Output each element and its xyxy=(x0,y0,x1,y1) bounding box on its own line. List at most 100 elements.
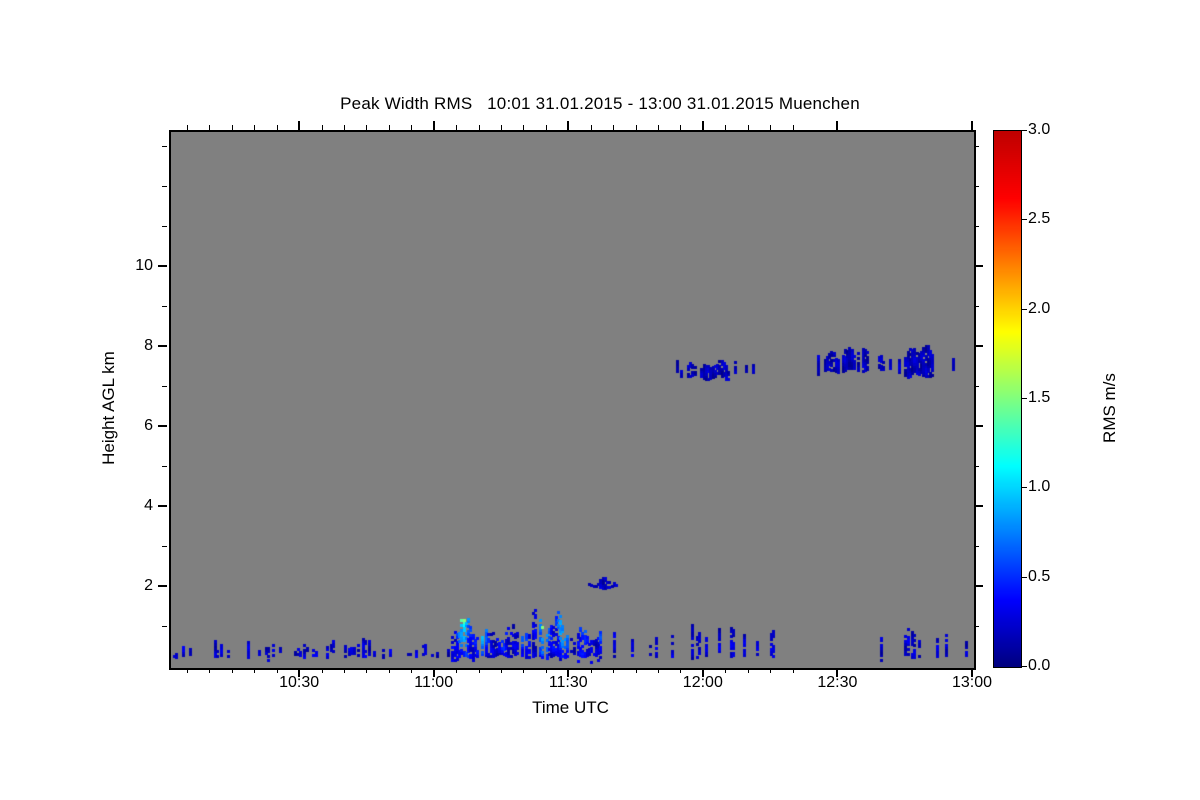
y-tick-major-right xyxy=(974,585,983,587)
x-tick-minor xyxy=(635,668,637,673)
x-tick-minor-top xyxy=(321,125,323,130)
x-tick-minor xyxy=(590,668,592,673)
x-tick-minor xyxy=(366,668,368,673)
y-tick-minor xyxy=(162,386,167,387)
x-tick-minor-top xyxy=(635,125,637,130)
x-tick-minor xyxy=(186,668,188,673)
colorbar-tick xyxy=(1022,487,1027,489)
x-tick-minor xyxy=(770,668,772,673)
x-tick-minor xyxy=(388,668,390,673)
x-tick-label: 13:00 xyxy=(951,674,993,691)
x-tick-major xyxy=(432,668,435,677)
colorbar-label: RMS m/s xyxy=(1100,373,1119,443)
x-tick-minor xyxy=(411,668,413,673)
x-tick-minor-top xyxy=(545,125,547,130)
x-tick-label: 11:00 xyxy=(414,674,454,691)
x-tick-major-top xyxy=(971,121,973,130)
y-tick-minor xyxy=(162,546,167,547)
y-tick-minor-right xyxy=(974,466,979,467)
colorbar-tick-label: 0.0 xyxy=(1028,657,1051,674)
y-tick-minor-right xyxy=(974,626,979,627)
y-tick-minor-right xyxy=(974,386,979,387)
x-tick-minor xyxy=(478,668,480,673)
y-tick-minor xyxy=(162,146,167,147)
x-tick-label: 12:00 xyxy=(682,674,723,691)
plot-axes xyxy=(169,130,976,670)
x-tick-major xyxy=(701,668,704,677)
x-tick-minor-top xyxy=(613,125,615,130)
x-axis-label: Time UTC xyxy=(532,698,609,717)
x-tick-major-top xyxy=(432,121,435,130)
y-tick-major-right xyxy=(974,505,983,507)
x-tick-label: 10:30 xyxy=(279,674,320,691)
y-tick-minor xyxy=(162,626,167,627)
x-tick-minor-top xyxy=(209,125,211,130)
y-tick-minor xyxy=(162,306,167,307)
y-tick-major xyxy=(158,265,167,267)
colorbar-tick-label: 1.5 xyxy=(1028,389,1051,406)
x-tick-minor xyxy=(792,668,794,673)
x-tick-minor-top xyxy=(590,125,592,130)
y-tick-label: 4 xyxy=(144,497,153,514)
heatmap-data-layer xyxy=(171,132,974,668)
x-tick-minor-top xyxy=(770,125,772,130)
x-tick-major-top xyxy=(836,121,839,130)
x-tick-minor-top xyxy=(500,125,502,130)
x-tick-minor-top xyxy=(478,125,480,130)
x-tick-minor xyxy=(725,668,727,673)
x-tick-minor xyxy=(343,668,345,673)
y-tick-label: 2 xyxy=(144,577,153,594)
x-tick-minor-top xyxy=(254,125,256,130)
x-tick-label: 12:30 xyxy=(817,674,858,691)
y-tick-label: 10 xyxy=(135,257,153,274)
x-tick-minor-top xyxy=(276,125,278,130)
x-tick-minor xyxy=(254,668,256,673)
colorbar-tick xyxy=(1022,130,1027,131)
x-tick-minor-top xyxy=(186,125,188,130)
x-tick-minor xyxy=(680,668,682,673)
colorbar-tick-label: 2.5 xyxy=(1028,210,1051,228)
x-tick-minor-top xyxy=(343,125,345,130)
x-tick-minor xyxy=(209,668,211,673)
x-tick-minor xyxy=(276,668,278,673)
x-tick-minor xyxy=(500,668,502,673)
colorbar-tick-label: 3.0 xyxy=(1028,121,1051,138)
y-tick-minor xyxy=(162,466,167,467)
x-tick-minor-top xyxy=(792,125,794,130)
x-tick-minor-top xyxy=(388,125,390,130)
y-tick-major-right xyxy=(974,265,983,267)
y-tick-major xyxy=(158,425,167,427)
x-tick-minor-top xyxy=(411,125,413,130)
y-tick-major xyxy=(158,505,167,507)
x-tick-major-top xyxy=(298,121,301,130)
colorbar-tick-label: 0.5 xyxy=(1028,567,1051,585)
x-tick-minor xyxy=(657,668,659,673)
colorbar xyxy=(993,130,1022,668)
x-tick-minor xyxy=(747,668,749,673)
x-tick-minor xyxy=(456,668,458,673)
x-tick-minor-top xyxy=(725,125,727,130)
x-tick-major-top xyxy=(701,121,704,130)
y-axis-label: Height AGL km xyxy=(99,351,118,465)
x-tick-label: 11:30 xyxy=(548,674,588,691)
x-tick-minor xyxy=(613,668,615,673)
colorbar-gradient xyxy=(994,131,1021,667)
x-tick-major xyxy=(836,668,839,677)
y-tick-major xyxy=(158,585,167,587)
y-tick-minor-right xyxy=(974,306,979,307)
colorbar-tick xyxy=(1022,576,1027,578)
x-tick-major-top xyxy=(567,121,570,130)
x-tick-minor-top xyxy=(456,125,458,130)
y-tick-label: 8 xyxy=(144,337,153,354)
x-tick-major xyxy=(298,668,301,677)
colorbar-tick xyxy=(1022,219,1027,221)
y-tick-minor-right xyxy=(974,226,979,227)
y-tick-minor xyxy=(162,226,167,227)
y-tick-minor-right xyxy=(974,146,979,147)
y-tick-minor xyxy=(162,186,167,187)
y-tick-label: 6 xyxy=(144,417,153,434)
y-tick-major-right xyxy=(974,425,983,427)
colorbar-tick xyxy=(1022,666,1027,667)
y-tick-minor-right xyxy=(974,546,979,547)
colorbar-tick-label: 2.0 xyxy=(1028,299,1051,317)
